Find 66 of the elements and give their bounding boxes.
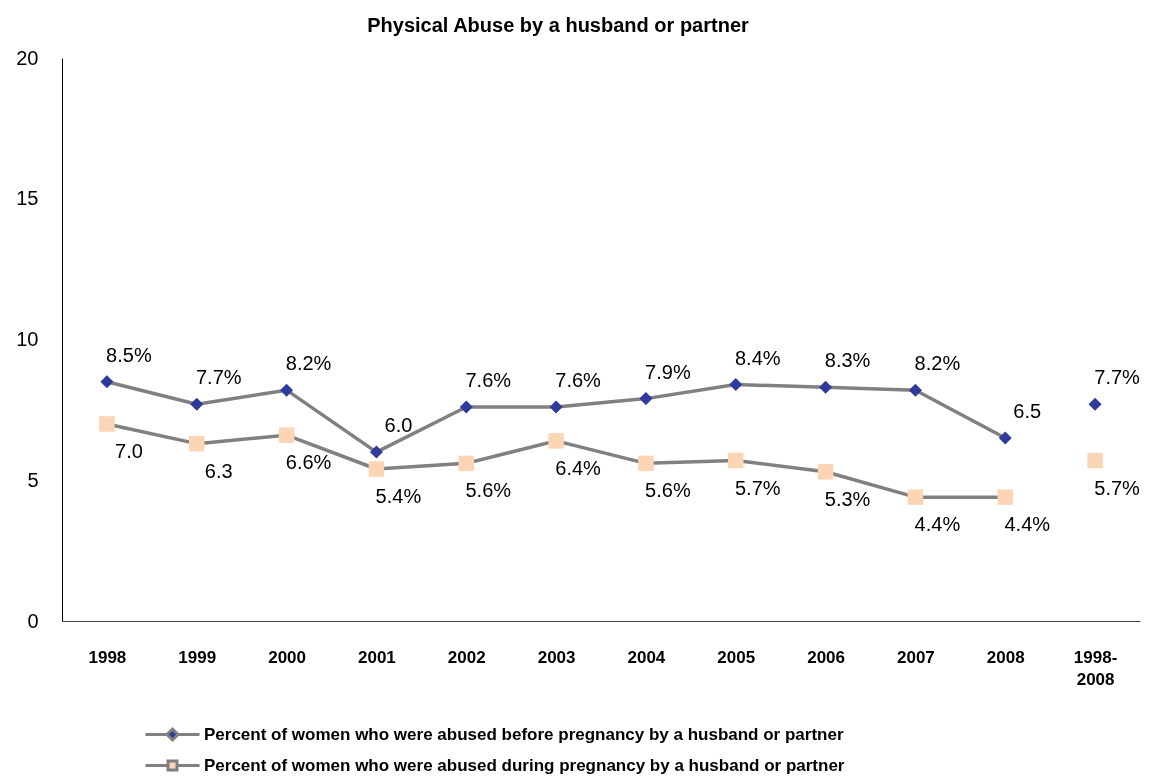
point <box>638 455 654 472</box>
data-label: 8.2% <box>285 352 332 375</box>
point <box>819 380 833 394</box>
point <box>100 375 114 389</box>
point <box>368 461 385 477</box>
x-tick-label: 2000 <box>268 647 306 667</box>
data-label: 5.3% <box>824 487 871 510</box>
point <box>639 392 653 406</box>
legend-label: Percent of women who were abused during pregnancy by a husband or partner <box>204 755 845 775</box>
data-label: 7.6% <box>555 369 602 392</box>
point <box>728 452 744 469</box>
x-tick-label: 2001 <box>358 647 396 667</box>
x-tick-label: 1999 <box>178 647 217 667</box>
point <box>548 433 564 449</box>
data-label: 8.3% <box>824 349 871 372</box>
data-label: 7.0 <box>115 439 143 462</box>
data-label: 6.6% <box>285 451 332 474</box>
x-tick-label: 2004 <box>627 647 666 667</box>
data-label: 4.4% <box>1004 513 1051 536</box>
data-label: 7.7% <box>1094 366 1141 389</box>
data-label: 8.2% <box>914 352 961 375</box>
data-label: 5.6% <box>465 479 512 502</box>
point <box>369 445 383 459</box>
point <box>278 427 295 443</box>
data-label: 8.4% <box>734 346 781 369</box>
point <box>998 431 1012 445</box>
data-label: 6.0 <box>384 414 413 437</box>
y-tick-label: 15 <box>16 187 39 210</box>
point <box>908 383 922 397</box>
y-tick-label: 5 <box>27 468 39 491</box>
data-label: 5.7% <box>1094 476 1141 499</box>
chart-title: Physical Abuse by a husband or partner <box>367 14 749 36</box>
point <box>459 400 473 414</box>
x-tick-label: 2003 <box>537 647 576 667</box>
data-label: 5.4% <box>375 484 422 507</box>
point <box>280 383 294 397</box>
x-tick-label: 2005 <box>717 647 756 667</box>
data-label: 6.3 <box>204 459 233 482</box>
data-label: 5.7% <box>734 476 781 499</box>
y-tick-label: 10 <box>16 328 39 350</box>
point <box>99 416 115 432</box>
x-tick-label: 2008 <box>986 647 1025 667</box>
point <box>907 489 924 505</box>
x-tick-label: 1998 <box>88 647 127 667</box>
point <box>729 378 743 392</box>
point <box>817 464 834 480</box>
data-label: 7.7% <box>195 366 242 389</box>
data-label: 8.5% <box>106 343 152 366</box>
x-tick-label: 2007 <box>897 647 935 667</box>
x-tick-label: 2002 <box>447 647 486 667</box>
point <box>458 455 474 472</box>
data-label: 4.4% <box>914 513 961 536</box>
data-label: 5.6% <box>645 479 691 502</box>
point <box>189 435 205 452</box>
data-label: 7.6% <box>465 369 512 392</box>
y-tick-label: 0 <box>27 609 39 632</box>
data-label: 7.9% <box>645 360 691 383</box>
legend-label: Percent of women who were abused before pregnancy by a husband or partner <box>204 724 844 744</box>
y-tick-label: 20 <box>16 46 39 69</box>
x-tick-label: 2006 <box>807 647 845 667</box>
data-label: 6.4% <box>555 456 602 479</box>
x-tick-label: 1998-2008 <box>1073 647 1118 689</box>
point <box>190 397 204 411</box>
data-label: 6.5 <box>1013 400 1042 423</box>
point <box>997 489 1013 505</box>
point <box>549 400 563 414</box>
